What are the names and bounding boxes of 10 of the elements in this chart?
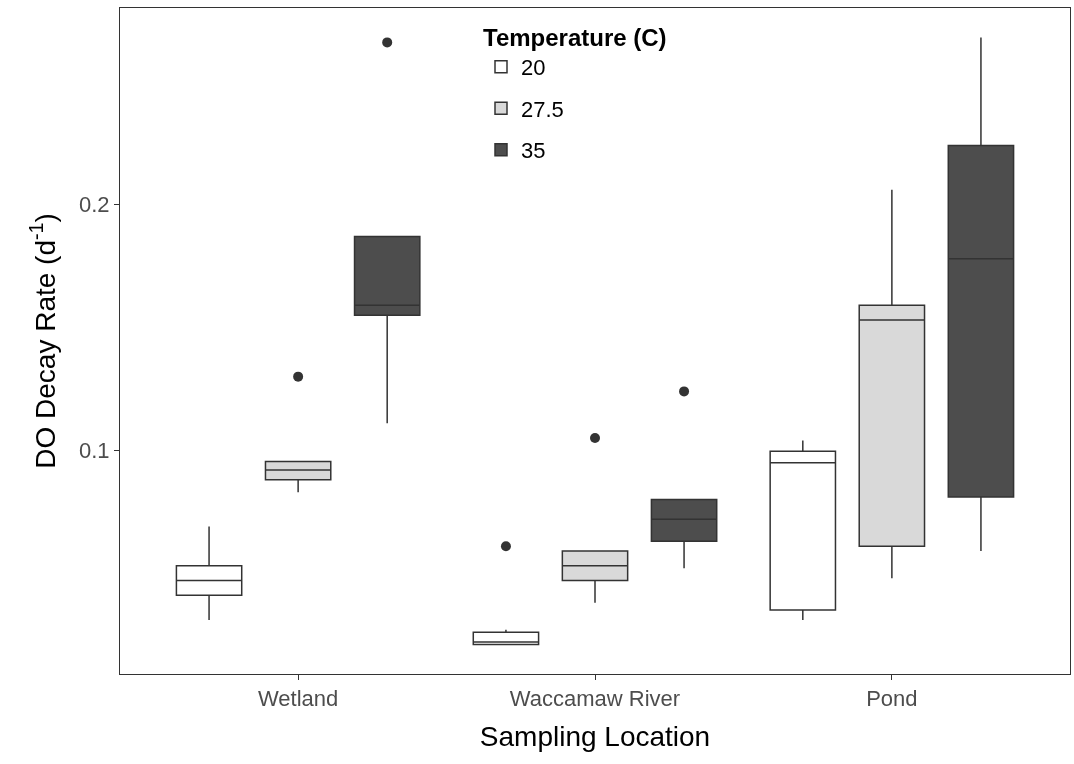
- y-tick-label: 0.1: [79, 438, 110, 464]
- x-axis-title: Sampling Location: [479, 720, 711, 752]
- x-tick-label: Waccamaw River: [509, 686, 681, 712]
- x-tick-label: Wetland: [257, 686, 339, 712]
- y-tick-label: 0.2: [79, 192, 110, 218]
- legend-title: Temperature (C): [483, 23, 667, 51]
- legend-label: 35: [521, 138, 546, 164]
- legend-label: 20: [521, 55, 546, 81]
- legend-label: 27.5: [521, 96, 564, 122]
- x-tick-label: Pond: [866, 686, 918, 712]
